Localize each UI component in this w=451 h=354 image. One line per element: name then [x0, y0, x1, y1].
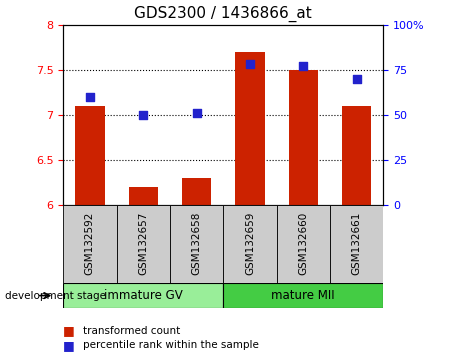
- Text: immature GV: immature GV: [104, 289, 183, 302]
- Text: GSM132659: GSM132659: [245, 212, 255, 275]
- Bar: [289, 70, 318, 205]
- Bar: [223, 205, 276, 283]
- Text: transformed count: transformed count: [83, 326, 181, 336]
- Bar: [170, 205, 223, 283]
- Point: [299, 63, 307, 69]
- Text: ■: ■: [63, 339, 75, 352]
- Text: GSM132661: GSM132661: [352, 212, 362, 275]
- Text: GSM132592: GSM132592: [85, 212, 95, 275]
- Text: GSM132658: GSM132658: [192, 212, 202, 275]
- Point: [140, 112, 147, 118]
- Text: mature MII: mature MII: [272, 289, 335, 302]
- Bar: [75, 106, 105, 205]
- Text: GSM132657: GSM132657: [138, 212, 148, 275]
- Point: [353, 76, 360, 82]
- Point: [86, 94, 93, 100]
- Bar: [276, 205, 330, 283]
- Bar: [63, 283, 223, 308]
- Bar: [129, 187, 158, 205]
- Bar: [330, 205, 383, 283]
- Title: GDS2300 / 1436866_at: GDS2300 / 1436866_at: [134, 6, 312, 22]
- Bar: [223, 283, 383, 308]
- Text: development stage: development stage: [5, 291, 106, 301]
- Bar: [116, 205, 170, 283]
- Bar: [63, 205, 116, 283]
- Bar: [182, 178, 211, 205]
- Bar: [235, 52, 265, 205]
- Point: [193, 110, 200, 116]
- Text: ■: ■: [63, 325, 75, 337]
- Text: percentile rank within the sample: percentile rank within the sample: [83, 340, 259, 350]
- Text: GSM132660: GSM132660: [298, 212, 308, 275]
- Bar: [342, 106, 371, 205]
- Point: [246, 62, 253, 67]
